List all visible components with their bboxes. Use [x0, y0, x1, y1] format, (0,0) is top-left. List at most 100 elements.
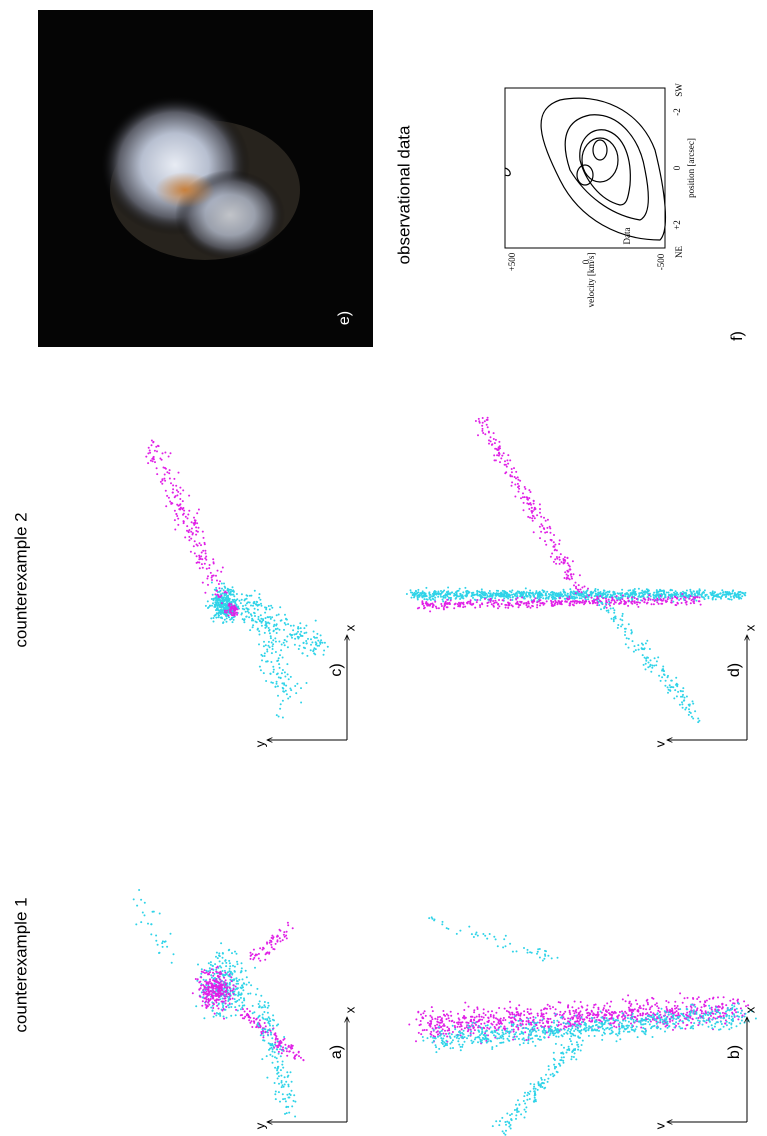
particle	[213, 621, 215, 623]
particle	[228, 1006, 230, 1008]
particle	[690, 595, 692, 597]
particle	[511, 599, 513, 601]
particle	[258, 953, 260, 955]
particle	[646, 591, 648, 593]
particle	[155, 940, 157, 942]
particle	[659, 1020, 661, 1022]
particle	[269, 608, 271, 610]
particle	[434, 919, 436, 921]
particle	[267, 1029, 269, 1031]
particle	[597, 589, 599, 591]
particle	[564, 594, 566, 596]
particle	[238, 991, 240, 993]
particle	[671, 589, 673, 591]
particle	[539, 605, 541, 607]
particle	[438, 592, 440, 594]
particle	[151, 458, 153, 460]
particle	[275, 1037, 277, 1039]
particle	[530, 1038, 532, 1040]
particle	[629, 1008, 631, 1010]
particle	[495, 938, 497, 940]
particle	[532, 605, 534, 607]
particle	[270, 1044, 272, 1046]
particle	[487, 605, 489, 607]
particle	[282, 669, 284, 671]
particle	[676, 592, 678, 594]
particle	[632, 589, 634, 591]
particle	[206, 972, 208, 974]
particle	[706, 1000, 708, 1002]
particle	[270, 635, 272, 637]
particle	[322, 642, 324, 644]
particle	[473, 936, 475, 938]
particle	[490, 601, 492, 603]
particle	[524, 1092, 526, 1094]
particle	[543, 1016, 545, 1018]
particle	[222, 1001, 224, 1003]
particle	[282, 1093, 284, 1095]
particle	[685, 1016, 687, 1018]
particle	[226, 986, 228, 988]
particle	[573, 1024, 575, 1026]
particle	[545, 1074, 547, 1076]
particle	[596, 1016, 598, 1018]
particle	[242, 1017, 244, 1019]
particle	[241, 1002, 243, 1004]
particle	[539, 592, 541, 594]
particle	[198, 981, 200, 983]
particle	[720, 1021, 722, 1023]
particle	[568, 604, 570, 606]
particle	[548, 593, 550, 595]
particle	[505, 1130, 507, 1132]
axis-label: position [arcsec]	[686, 138, 696, 198]
particle	[631, 603, 633, 605]
particle	[505, 607, 507, 609]
particle	[263, 1004, 265, 1006]
particle	[602, 1028, 604, 1030]
particle	[227, 1004, 229, 1006]
particle	[258, 643, 260, 645]
particle	[221, 597, 223, 599]
particle	[715, 598, 717, 600]
particle	[284, 1098, 286, 1100]
particle	[420, 1020, 422, 1022]
particle	[504, 1121, 506, 1123]
particle	[451, 1033, 453, 1035]
particle	[298, 1055, 300, 1057]
particle	[249, 993, 251, 995]
particle	[203, 992, 205, 994]
particle	[323, 650, 325, 652]
particle	[648, 1015, 650, 1017]
particle	[441, 1017, 443, 1019]
particle	[637, 1015, 639, 1017]
particle	[486, 1034, 488, 1036]
particle	[654, 1014, 656, 1016]
particle	[199, 995, 201, 997]
particle	[567, 1033, 569, 1035]
particle	[294, 1058, 296, 1060]
particle	[256, 954, 258, 956]
particle	[499, 1020, 501, 1022]
particle	[234, 1006, 236, 1008]
particle	[550, 592, 552, 594]
particle	[529, 1090, 531, 1092]
particle	[622, 598, 624, 600]
particle	[202, 550, 204, 552]
particle	[259, 960, 261, 962]
particle	[311, 641, 313, 643]
particle	[602, 1009, 604, 1011]
particle	[313, 631, 315, 633]
particle	[264, 652, 266, 654]
particle	[717, 996, 719, 998]
particle	[694, 1006, 696, 1008]
particle	[705, 1014, 707, 1016]
particle	[486, 1027, 488, 1029]
particle	[284, 1038, 286, 1040]
particle	[208, 973, 210, 975]
particle	[268, 605, 270, 607]
particle	[176, 489, 178, 491]
particle	[516, 595, 518, 597]
particle	[294, 1101, 296, 1103]
particle	[194, 540, 196, 542]
particle	[666, 1023, 668, 1025]
